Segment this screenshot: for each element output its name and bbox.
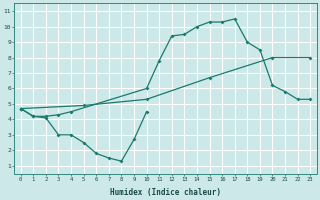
X-axis label: Humidex (Indice chaleur): Humidex (Indice chaleur) <box>110 188 221 197</box>
